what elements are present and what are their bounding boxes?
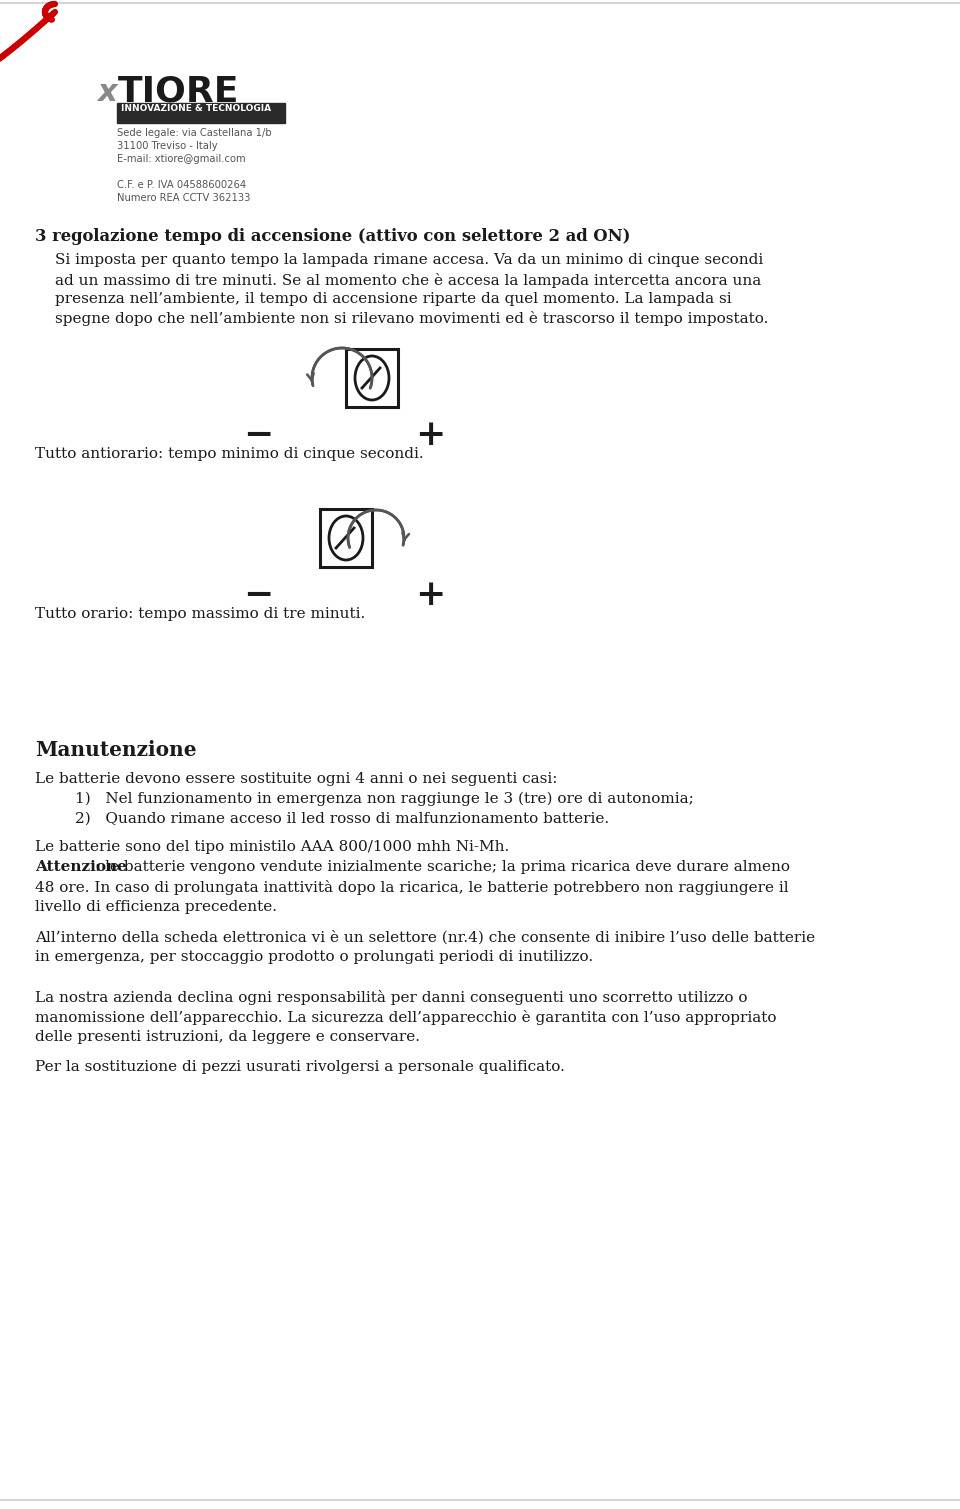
Bar — [346, 349, 398, 407]
Text: x: x — [97, 78, 116, 107]
Text: ad un massimo di tre minuti. Se al momento che è accesa la lampada intercetta an: ad un massimo di tre minuti. Se al momen… — [55, 273, 761, 288]
Text: Sede legale: via Castellana 1/b: Sede legale: via Castellana 1/b — [117, 128, 272, 137]
Text: E-mail: xtiore@gmail.com: E-mail: xtiore@gmail.com — [117, 154, 246, 164]
Text: delle presenti istruzioni, da leggere e conservare.: delle presenti istruzioni, da leggere e … — [35, 1031, 420, 1044]
Text: C.F. e P. IVA 04588600264: C.F. e P. IVA 04588600264 — [117, 180, 246, 190]
Text: spegne dopo che nell’ambiente non si rilevano movimenti ed è trascorso il tempo : spegne dopo che nell’ambiente non si ril… — [55, 311, 768, 326]
Text: 3 regolazione tempo di accensione (attivo con selettore 2 ad ON): 3 regolazione tempo di accensione (attiv… — [35, 228, 631, 244]
Ellipse shape — [355, 356, 389, 400]
Text: Attenzione: Attenzione — [35, 860, 127, 874]
Text: presenza nell’ambiente, il tempo di accensione riparte da quel momento. La lampa: presenza nell’ambiente, il tempo di acce… — [55, 293, 732, 306]
Text: Tutto antiorario: tempo minimo di cinque secondi.: Tutto antiorario: tempo minimo di cinque… — [35, 447, 423, 462]
Bar — [117, 103, 285, 124]
Text: 48 ore. In caso di prolungata inattività dopo la ricarica, le batterie potrebber: 48 ore. In caso di prolungata inattività… — [35, 880, 788, 895]
Text: Tutto orario: tempo massimo di tre minuti.: Tutto orario: tempo massimo di tre minut… — [35, 607, 365, 622]
Text: +: + — [415, 418, 445, 453]
Text: All’interno della scheda elettronica vi è un selettore (nr.4) che consente di in: All’interno della scheda elettronica vi … — [35, 930, 815, 945]
Text: : le batterie vengono vendute inizialmente scariche; la prima ricarica deve dura: : le batterie vengono vendute inizialmen… — [95, 860, 790, 874]
Text: 2)   Quando rimane acceso il led rosso di malfunzionamento batterie.: 2) Quando rimane acceso il led rosso di … — [75, 812, 610, 825]
Text: Numero REA CCTV 362133: Numero REA CCTV 362133 — [117, 193, 251, 204]
Text: −: − — [243, 578, 274, 613]
Text: 1)   Nel funzionamento in emergenza non raggiunge le 3 (tre) ore di autonomia;: 1) Nel funzionamento in emergenza non ra… — [75, 792, 694, 806]
Text: +: + — [415, 578, 445, 613]
Bar — [320, 509, 372, 567]
Ellipse shape — [329, 516, 363, 560]
Text: livello di efficienza precedente.: livello di efficienza precedente. — [35, 899, 277, 914]
Text: Per la sostituzione di pezzi usurati rivolgersi a personale qualificato.: Per la sostituzione di pezzi usurati riv… — [35, 1059, 564, 1074]
Text: INNOVAZIONE & TECNOLOGIA: INNOVAZIONE & TECNOLOGIA — [121, 104, 271, 113]
Text: 31100 Treviso - Italy: 31100 Treviso - Italy — [117, 140, 218, 151]
Text: Le batterie sono del tipo ministilo AAA 800/1000 mhh Ni-Mh.: Le batterie sono del tipo ministilo AAA … — [35, 841, 509, 854]
Text: TIORE: TIORE — [118, 75, 239, 109]
Text: La nostra azienda declina ogni responsabilità per danni conseguenti uno scorrett: La nostra azienda declina ogni responsab… — [35, 990, 748, 1005]
Text: Le batterie devono essere sostituite ogni 4 anni o nei seguenti casi:: Le batterie devono essere sostituite ogn… — [35, 773, 558, 786]
Text: Si imposta per quanto tempo la lampada rimane accesa. Va da un minimo di cinque : Si imposta per quanto tempo la lampada r… — [55, 254, 763, 267]
Text: in emergenza, per stoccaggio prodotto o prolungati periodi di inutilizzo.: in emergenza, per stoccaggio prodotto o … — [35, 951, 593, 964]
Text: manomissione dell’apparecchio. La sicurezza dell’apparecchio è garantita con l’u: manomissione dell’apparecchio. La sicure… — [35, 1010, 777, 1025]
Text: Manutenzione: Manutenzione — [35, 739, 197, 761]
Text: −: − — [243, 418, 274, 453]
